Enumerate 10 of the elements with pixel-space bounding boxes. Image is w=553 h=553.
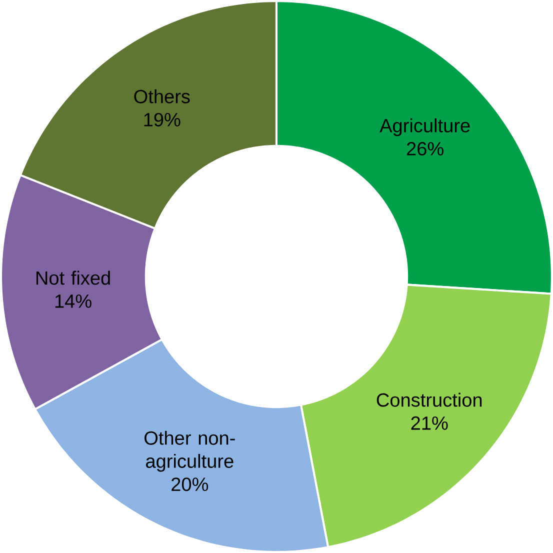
data-label: 21% [411, 416, 448, 430]
data-label: 20% [172, 478, 208, 492]
data-label: 14% [55, 294, 92, 308]
slice-label: Other non-agriculture [144, 430, 235, 472]
slice-label: Construction [376, 392, 482, 407]
data-label: 26% [407, 142, 444, 156]
slice-label: Not fixed [36, 270, 110, 285]
slice-label: Others [134, 89, 190, 104]
data-label: 19% [144, 112, 180, 126]
slice-label: Agriculture [380, 118, 470, 136]
